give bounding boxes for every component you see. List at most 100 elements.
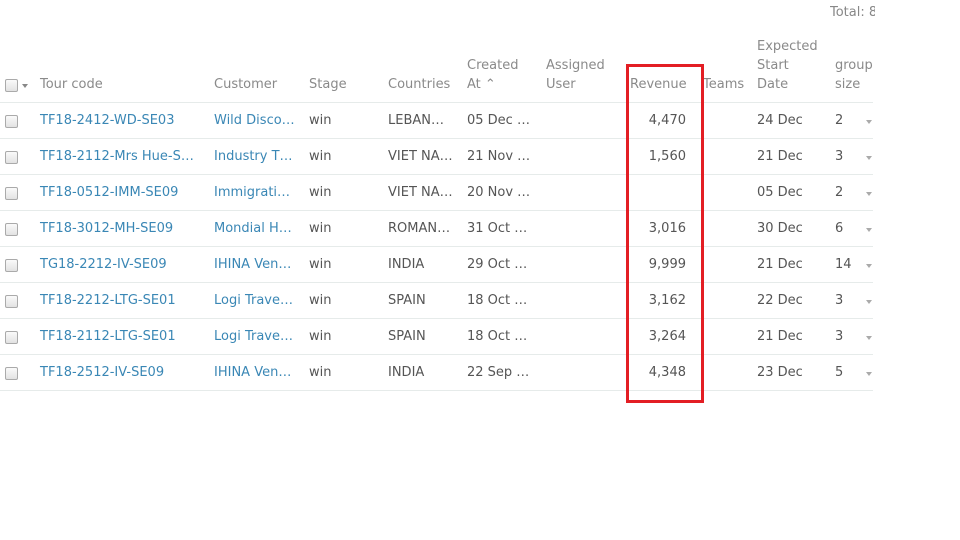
- revenue-cell: 4,470: [648, 113, 686, 128]
- table-row[interactable]: TF18-0512-IMM-SE09 Immigrati… win VIET N…: [0, 175, 873, 211]
- tour-code-link[interactable]: TF18-2112-Mrs Hue-S…: [40, 149, 194, 164]
- stage-cell: win: [309, 185, 332, 200]
- created-at-cell: 20 Nov …: [467, 185, 531, 200]
- created-at-cell: 05 Dec …: [467, 113, 530, 128]
- revenue-cell: 3,264: [648, 329, 686, 344]
- header-group-size[interactable]: group size: [835, 58, 873, 92]
- customer-link[interactable]: IHINA Ven…: [214, 257, 292, 272]
- header-created-at-label: Created At: [467, 58, 519, 92]
- table-row[interactable]: TF18-3012-MH-SE09 Mondial H… win ROMAN… …: [0, 211, 873, 247]
- stage-cell: win: [309, 293, 332, 308]
- header-tour-code[interactable]: Tour code: [40, 77, 103, 92]
- customer-link[interactable]: Logi Trave…: [214, 293, 293, 308]
- total-count: Total: 8: [830, 5, 875, 20]
- table-row[interactable]: TF18-2512-IV-SE09 IHINA Ven… win INDIA 2…: [0, 355, 873, 391]
- revenue-cell: 9,999: [648, 257, 686, 272]
- countries-cell: INDIA: [388, 257, 425, 272]
- table-row[interactable]: TF18-2212-LTG-SE01 Logi Trave… win SPAIN…: [0, 283, 873, 319]
- created-at-cell: 18 Oct …: [467, 329, 528, 344]
- group-size-dropdown-icon[interactable]: [866, 156, 872, 160]
- stage-cell: win: [309, 221, 332, 236]
- select-all-checkbox[interactable]: [5, 79, 18, 92]
- group-size-cell: 2: [835, 113, 844, 128]
- select-menu-caret-icon[interactable]: [22, 84, 28, 88]
- header-countries[interactable]: Countries: [388, 77, 451, 92]
- tour-code-link[interactable]: TF18-2112-LTG-SE01: [40, 329, 176, 344]
- group-size-cell: 3: [835, 329, 844, 344]
- stage-cell: win: [309, 149, 332, 164]
- revenue-cell: 1,560: [648, 149, 686, 164]
- expected-start-cell: 24 Dec: [757, 113, 803, 128]
- expected-start-cell: 21 Dec: [757, 329, 803, 344]
- expected-start-cell: 21 Dec: [757, 149, 803, 164]
- row-checkbox[interactable]: [5, 151, 18, 164]
- table-row[interactable]: TG18-2212-IV-SE09 IHINA Ven… win INDIA 2…: [0, 247, 873, 283]
- customer-link[interactable]: Industry T…: [214, 149, 293, 164]
- header-assigned-user[interactable]: Assigned User: [546, 58, 605, 92]
- created-at-cell: 21 Nov …: [467, 149, 531, 164]
- stage-cell: win: [309, 365, 332, 380]
- countries-cell: VIET NA…: [388, 185, 453, 200]
- revenue-cell: 3,162: [648, 293, 686, 308]
- created-at-cell: 31 Oct …: [467, 221, 528, 236]
- sort-ascending-icon: ⌃: [484, 77, 496, 92]
- tour-code-link[interactable]: TF18-2212-LTG-SE01: [40, 293, 176, 308]
- group-size-cell: 3: [835, 293, 844, 308]
- stage-cell: win: [309, 113, 332, 128]
- header-created-at[interactable]: Created At ⌃: [467, 56, 527, 94]
- customer-link[interactable]: IHINA Ven…: [214, 365, 292, 380]
- group-size-dropdown-icon[interactable]: [866, 300, 872, 304]
- tour-code-link[interactable]: TG18-2212-IV-SE09: [40, 257, 167, 272]
- group-size-dropdown-icon[interactable]: [866, 264, 872, 268]
- group-size-dropdown-icon[interactable]: [866, 228, 872, 232]
- expected-start-cell: 05 Dec: [757, 185, 803, 200]
- row-checkbox[interactable]: [5, 115, 18, 128]
- countries-cell: SPAIN: [388, 329, 426, 344]
- tour-code-link[interactable]: TF18-2412-WD-SE03: [40, 113, 175, 128]
- revenue-cell: 4,348: [648, 365, 686, 380]
- group-size-cell: 2: [835, 185, 844, 200]
- countries-cell: ROMAN…: [388, 221, 451, 236]
- customer-link[interactable]: Mondial H…: [214, 221, 292, 236]
- header-teams[interactable]: Teams: [703, 77, 745, 92]
- tour-code-link[interactable]: TF18-0512-IMM-SE09: [40, 185, 179, 200]
- header-customer[interactable]: Customer: [214, 77, 278, 92]
- expected-start-cell: 30 Dec: [757, 221, 803, 236]
- row-checkbox[interactable]: [5, 331, 18, 344]
- header-revenue[interactable]: Revenue: [630, 77, 687, 92]
- group-size-dropdown-icon[interactable]: [866, 120, 872, 124]
- table-row[interactable]: TF18-2112-Mrs Hue-S… Industry T… win VIE…: [0, 139, 873, 175]
- created-at-cell: 22 Sep …: [467, 365, 530, 380]
- countries-cell: INDIA: [388, 365, 425, 380]
- customer-link[interactable]: Logi Trave…: [214, 329, 293, 344]
- customer-link[interactable]: Wild Disco…: [214, 113, 295, 128]
- expected-start-cell: 22 Dec: [757, 293, 803, 308]
- tour-code-link[interactable]: TF18-3012-MH-SE09: [40, 221, 174, 236]
- table-row[interactable]: TF18-2412-WD-SE03 Wild Disco… win LEBAN……: [0, 103, 873, 139]
- countries-cell: VIET NA…: [388, 149, 453, 164]
- group-size-cell: 3: [835, 149, 844, 164]
- header-expected-start-date[interactable]: Expected Start Date: [757, 39, 818, 92]
- group-size-dropdown-icon[interactable]: [866, 372, 872, 376]
- tours-table: Tour code Customer Stage Countries Creat…: [0, 0, 873, 391]
- header-stage[interactable]: Stage: [309, 77, 347, 92]
- group-size-dropdown-icon[interactable]: [866, 192, 872, 196]
- row-checkbox[interactable]: [5, 295, 18, 308]
- tour-code-link[interactable]: TF18-2512-IV-SE09: [40, 365, 165, 380]
- group-size-cell: 5: [835, 365, 844, 380]
- row-checkbox[interactable]: [5, 223, 18, 236]
- row-checkbox[interactable]: [5, 367, 18, 380]
- table-row[interactable]: TF18-2112-LTG-SE01 Logi Trave… win SPAIN…: [0, 319, 873, 355]
- revenue-cell: 3,016: [648, 221, 686, 236]
- row-checkbox[interactable]: [5, 259, 18, 272]
- created-at-cell: 29 Oct …: [467, 257, 528, 272]
- group-size-dropdown-icon[interactable]: [866, 336, 872, 340]
- stage-cell: win: [309, 329, 332, 344]
- group-size-cell: 6: [835, 221, 844, 236]
- customer-link[interactable]: Immigrati…: [214, 185, 291, 200]
- row-checkbox[interactable]: [5, 187, 18, 200]
- countries-cell: LEBAN…: [388, 113, 444, 128]
- countries-cell: SPAIN: [388, 293, 426, 308]
- table-header: Tour code Customer Stage Countries Creat…: [0, 0, 873, 103]
- created-at-cell: 18 Oct …: [467, 293, 528, 308]
